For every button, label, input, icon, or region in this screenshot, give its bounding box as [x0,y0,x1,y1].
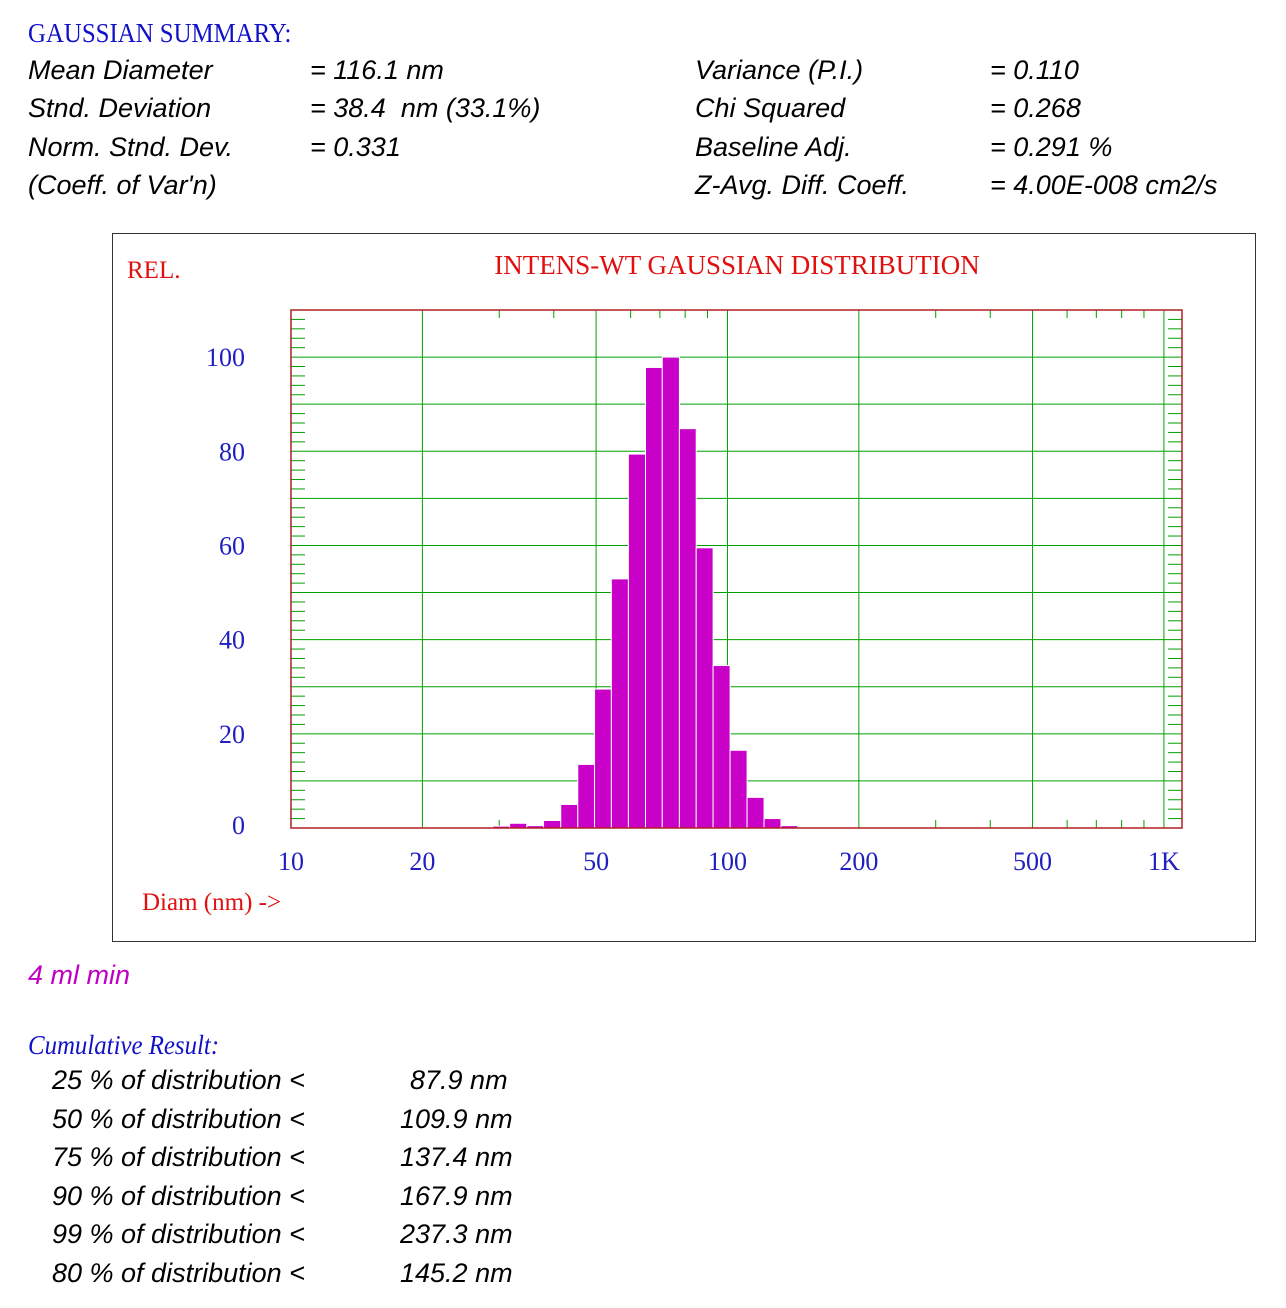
summary-title: GAUSSIAN SUMMARY: [28,18,292,48]
cumulative-row-label: 75 % of distribution < [52,1142,305,1172]
cumulative-row-label: 99 % of distribution < [52,1219,305,1249]
cumulative-row-label: 50 % of distribution < [52,1104,305,1134]
cumulative-row-label: 90 % of distribution < [52,1181,305,1211]
histogram-bar [577,763,596,829]
plot-area [290,309,1183,829]
histogram-bar [712,665,731,829]
variance-value: = 0.110 [990,55,1079,85]
chart-frame: 0 20 40 60 80 100 10 20 50 100 200 500 1K INTENS-WT … [112,233,1256,942]
histogram-bar [543,819,562,829]
cumulative-row-value: 167.9 nm [400,1181,513,1211]
cumulative-row-value: 87.9 nm [410,1065,508,1095]
x-tick-label: 10 [278,847,304,876]
z-avg-diff-coeff-value: = 4.00E-008 cm2/s [990,170,1218,200]
histogram-bar [560,803,579,829]
cumulative-row: 50 % of distribution < 109.9 nm [52,1104,513,1135]
cumulative-row-label: 25 % of distribution < [52,1065,305,1095]
chi-squared-value: = 0.268 [990,93,1081,123]
histogram-bar [610,578,629,829]
baseline-adj-label: Baseline Adj. [695,132,852,162]
cumulative-row: 25 % of distribution < 87.9 nm [52,1065,508,1096]
variance-label: Variance (P.I.) [695,55,864,85]
cumulative-row-value: 237.3 nm [400,1219,513,1249]
histogram-bar [661,356,680,829]
x-tick-label: 500 [1013,847,1052,876]
norm-std-dev-label: Norm. Stnd. Dev. [28,132,234,162]
cumulative-row: 90 % of distribution < 167.9 nm [52,1181,513,1212]
y-axis-label: REL. [127,257,180,284]
baseline-adj-value: = 0.291 % [990,132,1113,162]
distribution-chart: 0 20 40 60 80 100 10 20 50 100 200 500 1K INTENS-WT … [127,250,1183,916]
cumulative-row-label: 80 % of distribution < [52,1258,305,1288]
x-tick-label: 200 [839,847,878,876]
y-tick-label: 0 [232,811,245,840]
x-tick-label: 1K [1148,847,1180,876]
cumulative-row-value: 109.9 nm [400,1104,513,1134]
histogram-bar [763,818,782,829]
cumulative-row-value: 145.2 nm [400,1258,513,1288]
histogram-bar [729,749,748,829]
histogram-bar [594,688,612,829]
histogram-bar [678,428,697,829]
x-axis-label: Diam (nm) -> [142,889,281,916]
y-tick-label: 80 [219,437,245,466]
histogram-bar [645,366,663,829]
norm-std-dev-value: = 0.331 [310,132,401,162]
histogram-bar [746,796,765,829]
x-tick-label: 20 [409,847,435,876]
std-deviation-label: Stnd. Deviation [28,93,212,123]
std-deviation-value: = 38.4 nm (33.1%) [310,93,541,123]
mean-diameter-label: Mean Diameter [28,55,213,85]
x-tick-label: 100 [708,847,747,876]
coeff-of-variation-label: (Coeff. of Var'n) [28,170,217,200]
cumulative-row-value: 137.4 nm [400,1142,513,1172]
cumulative-row: 99 % of distribution < 237.3 nm [52,1219,513,1250]
x-tick-label: 50 [583,847,609,876]
y-tick-label: 20 [219,720,245,749]
sample-name: 4 ml min [28,960,131,990]
cumulative-row: 75 % of distribution < 137.4 nm [52,1142,513,1173]
y-tick-label: 100 [206,343,245,372]
y-tick-label: 60 [219,531,245,560]
cumulative-row: 80 % of distribution < 145.2 nm [52,1258,513,1289]
y-tick-label: 40 [219,626,245,655]
z-avg-diff-coeff-label: Z-Avg. Diff. Coeff. [695,170,910,200]
histogram-bar [627,453,647,829]
histogram-bar [695,547,714,829]
cumulative-title: Cumulative Result: [28,1030,220,1060]
mean-diameter-value: = 116.1 nm [310,55,444,85]
chi-squared-label: Chi Squared [695,93,846,123]
chart-title: INTENS-WT GAUSSIAN DISTRIBUTION [494,250,979,280]
